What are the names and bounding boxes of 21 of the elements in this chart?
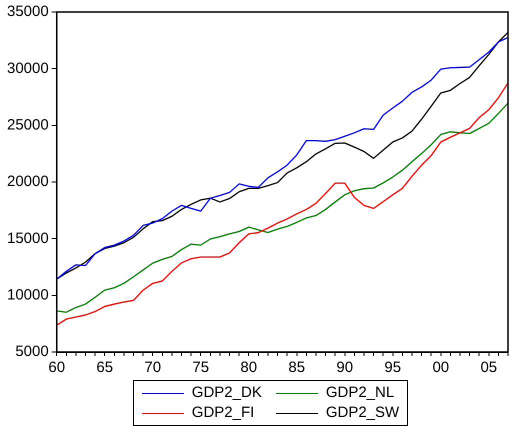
legend-label: GDP2_DK (192, 383, 262, 403)
x-tick-label: 85 (288, 359, 306, 376)
x-tick-label: 60 (48, 359, 66, 376)
y-tick-label: 15000 (6, 230, 49, 247)
x-tick-label: 65 (96, 359, 114, 376)
x-tick-label: 90 (336, 359, 354, 376)
y-tick-label: 20000 (6, 173, 49, 190)
legend-label: GDP2_SW (326, 403, 400, 423)
legend-label: GDP2_FI (192, 403, 254, 423)
legend-label: GDP2_NL (326, 383, 394, 403)
y-tick-label: 5000 (15, 343, 49, 360)
y-tick-label: 35000 (6, 3, 49, 20)
x-tick-label: 00 (432, 359, 450, 376)
x-tick-label: 75 (192, 359, 210, 376)
y-tick-label: 30000 (6, 60, 49, 77)
y-tick-label: 10000 (6, 286, 49, 304)
x-tick-label: 95 (384, 359, 402, 376)
y-tick-label: 25000 (6, 116, 49, 134)
x-tick-label: 70 (144, 359, 162, 376)
x-tick-label: 05 (480, 359, 498, 376)
x-tick-label: 80 (240, 359, 258, 376)
